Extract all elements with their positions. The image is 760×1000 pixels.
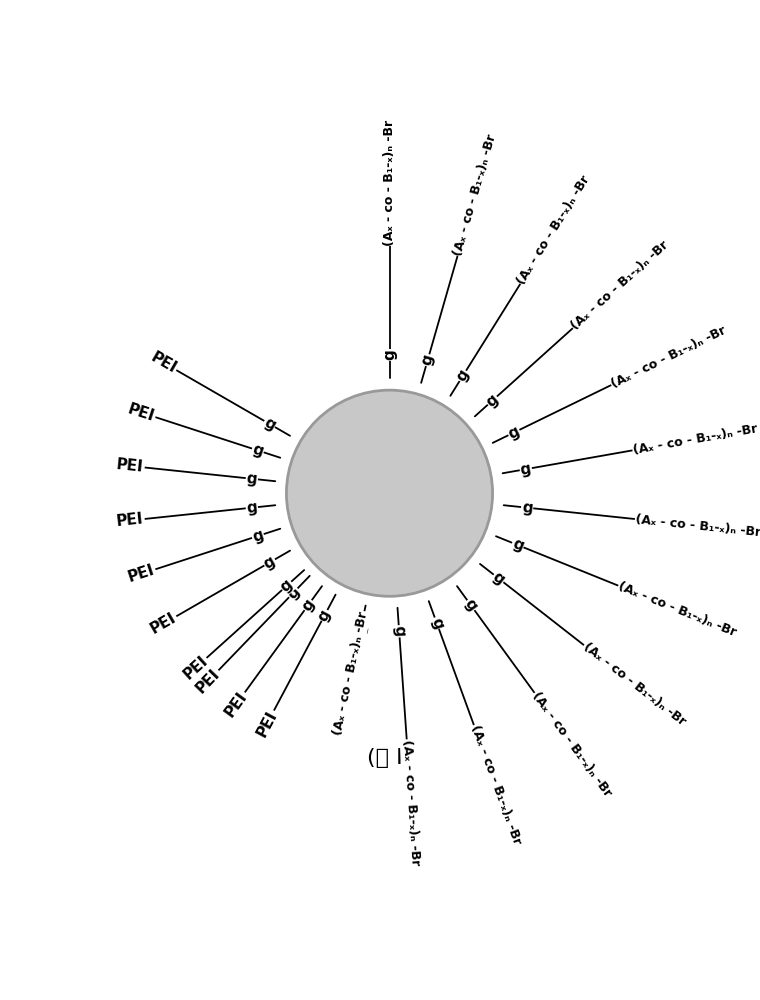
Text: g: g [489,569,508,588]
Text: (Aₓ - co - B₁-ₓ)ₙ -Br: (Aₓ - co - B₁-ₓ)ₙ -Br [530,690,614,799]
Text: (Aₓ - co - B₁-ₓ)ₙ -Br: (Aₓ - co - B₁-ₓ)ₙ -Br [451,132,499,257]
Text: (Aₓ - co - B₁-ₓ)ₙ -Br: (Aₓ - co - B₁-ₓ)ₙ -Br [401,740,422,866]
Text: g: g [461,596,480,614]
Text: g: g [506,423,522,442]
Text: g: g [391,625,407,637]
Text: g: g [519,461,533,478]
Text: PEI: PEI [180,653,211,682]
Text: g: g [277,577,296,595]
Text: g: g [382,349,397,360]
Text: (Aₓ - co - B₁-ₓ)ₙ -Br: (Aₓ - co - B₁-ₓ)ₙ -Br [609,324,728,391]
Text: (Aₓ - co - B₁-ₓ)ₙ -Br: (Aₓ - co - B₁-ₓ)ₙ -Br [616,580,738,639]
Text: g: g [261,415,278,433]
Text: g: g [428,616,445,631]
Text: PEI: PEI [116,512,144,529]
Text: g: g [419,353,436,367]
Text: PEI: PEI [126,563,157,585]
Text: (Aₓ - co - B₁-ₓ)ₙ -Br: (Aₓ - co - B₁-ₓ)ₙ -Br [383,120,396,246]
Text: PEI: PEI [126,401,157,424]
Text: (Aₓ - co - B₁-ₓ)ₙ -Br: (Aₓ - co - B₁-ₓ)ₙ -Br [331,610,371,737]
Text: PEI: PEI [148,610,179,637]
Text: (Aₓ - co - B₁-ₓ)ₙ -Br: (Aₓ - co - B₁-ₓ)ₙ -Br [632,422,758,457]
Text: PEI: PEI [116,457,144,475]
Text: g: g [454,367,472,384]
Text: PEI: PEI [222,689,250,720]
Text: g: g [251,527,265,545]
Text: g: g [251,442,265,459]
Text: g: g [353,622,369,635]
Text: g: g [284,584,302,602]
Text: (Aₓ - co - B₁-ₓ)ₙ -Br: (Aₓ - co - B₁-ₓ)ₙ -Br [635,513,760,539]
Text: g: g [261,553,278,572]
Text: g: g [245,500,258,516]
Text: (Aₓ - co - B₁-ₓ)ₙ -Br: (Aₓ - co - B₁-ₓ)ₙ -Br [569,238,671,333]
Text: (Aₓ - co - B₁-ₓ)ₙ -Br: (Aₓ - co - B₁-ₓ)ₙ -Br [468,723,524,846]
Text: g: g [315,607,334,624]
Text: g: g [483,391,502,410]
Text: (Aₓ - co - B₁-ₓ)ₙ -Br: (Aₓ - co - B₁-ₓ)ₙ -Br [515,173,593,287]
Text: g: g [510,536,526,554]
Text: PEI: PEI [193,666,223,696]
Text: PEI: PEI [148,349,179,376]
Text: (式 I): (式 I) [367,748,412,768]
Text: (Aₓ - co - B₁-ₓ)ₙ -Br: (Aₓ - co - B₁-ₓ)ₙ -Br [581,640,688,728]
Text: PEI: PEI [254,708,280,739]
Text: g: g [245,471,258,487]
Text: g: g [299,596,318,614]
Text: g: g [521,500,534,516]
Circle shape [287,390,492,596]
